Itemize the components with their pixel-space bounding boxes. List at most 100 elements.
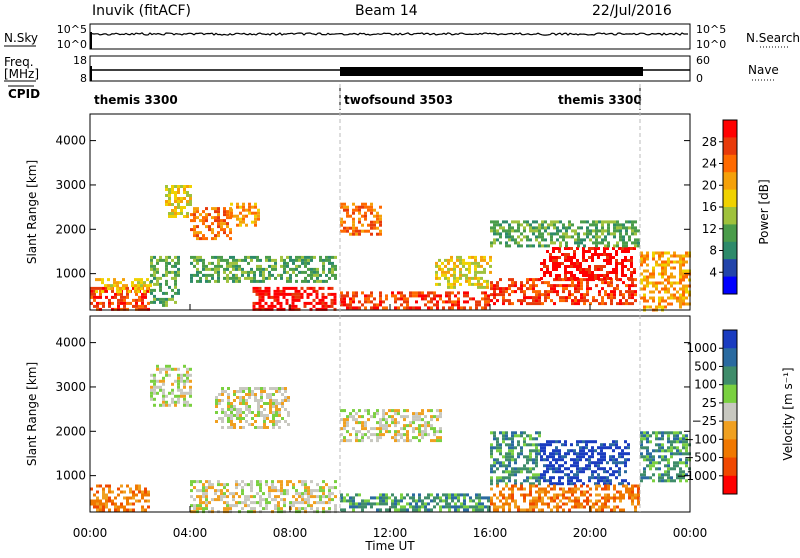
velocity-cell xyxy=(174,367,177,371)
power-cell xyxy=(553,278,556,282)
velocity-cell xyxy=(612,449,615,453)
velocity-cell xyxy=(132,490,135,494)
velocity-cell xyxy=(532,449,535,453)
power-cell xyxy=(568,296,571,300)
power-cell xyxy=(171,203,174,206)
power-cell xyxy=(108,298,111,302)
velocity-cell xyxy=(535,431,538,435)
velocity-cell xyxy=(604,493,607,497)
velocity-cell xyxy=(135,487,138,491)
velocity-cell xyxy=(144,487,147,491)
power-cell xyxy=(591,277,594,280)
power-cell xyxy=(276,295,280,299)
velocity-cell xyxy=(263,408,266,411)
velocity-cell xyxy=(535,496,538,500)
velocity-colorbar-label: −100 xyxy=(684,432,717,446)
power-cell xyxy=(370,223,373,227)
power-cell xyxy=(486,285,489,289)
power-cell xyxy=(520,290,523,294)
power-cell xyxy=(606,274,609,277)
velocity-cell xyxy=(646,440,649,444)
velocity-cell xyxy=(355,430,358,434)
velocity-cell xyxy=(379,496,382,500)
velocity-cell xyxy=(546,470,549,474)
power-cell xyxy=(526,223,529,227)
velocity-cell xyxy=(469,505,472,509)
power-cell xyxy=(643,278,646,282)
velocity-cell xyxy=(199,495,202,499)
power-cell xyxy=(252,307,256,311)
power-cell xyxy=(217,216,220,220)
power-cell xyxy=(667,290,670,294)
velocity-region xyxy=(540,440,630,486)
velocity-cell xyxy=(349,412,352,416)
velocity-cell xyxy=(159,367,162,371)
velocity-cell xyxy=(466,508,469,512)
velocity-cell xyxy=(193,480,196,484)
x-tick-label: 20:00 xyxy=(573,526,608,540)
velocity-cell xyxy=(579,455,582,459)
power-cell xyxy=(616,220,619,224)
power-cell xyxy=(415,306,418,310)
power-cell xyxy=(478,300,481,304)
power-cell xyxy=(541,235,544,239)
power-cell xyxy=(304,261,307,265)
velocity-cell xyxy=(457,505,460,509)
power-cell xyxy=(268,273,271,277)
velocity-cell xyxy=(571,493,574,497)
power-cell xyxy=(552,250,555,253)
velocity-cell xyxy=(655,434,658,438)
velocity-cell xyxy=(153,382,156,386)
velocity-cell xyxy=(199,504,202,508)
power-cell xyxy=(640,263,643,267)
velocity-cell xyxy=(355,412,358,416)
velocity-cell xyxy=(233,408,236,411)
power-cell xyxy=(289,279,292,283)
power-cell xyxy=(271,258,274,262)
power-cell xyxy=(588,268,591,271)
power-cell xyxy=(559,244,562,248)
power-cell xyxy=(520,281,523,285)
velocity-cell xyxy=(278,426,281,429)
velocity-cell xyxy=(239,396,242,399)
power-cell xyxy=(415,291,418,295)
power-cell xyxy=(229,231,232,235)
velocity-cell xyxy=(307,501,310,505)
velocity-cell xyxy=(523,508,526,512)
power-cell xyxy=(291,304,295,308)
power-cell xyxy=(646,278,649,282)
power-cell xyxy=(93,292,96,296)
velocity-colorbar-label: 1000 xyxy=(686,341,717,355)
velocity-cell xyxy=(585,440,588,444)
power-cell xyxy=(609,271,612,274)
power-cell xyxy=(565,241,568,245)
power-cell xyxy=(616,244,619,248)
velocity-cell xyxy=(138,499,141,503)
velocity-cell xyxy=(439,412,442,416)
velocity-cell xyxy=(457,496,460,500)
velocity-cell xyxy=(598,499,601,503)
velocity-cell xyxy=(550,487,553,491)
power-cell xyxy=(276,286,280,290)
power-cell xyxy=(574,299,577,303)
velocity-cell xyxy=(177,367,180,371)
velocity-cell xyxy=(412,505,415,509)
power-cell xyxy=(466,291,469,295)
power-cell xyxy=(670,266,673,270)
power-cell xyxy=(205,225,208,229)
velocity-cell xyxy=(553,499,556,503)
power-cell xyxy=(664,272,667,276)
power-cell xyxy=(435,270,438,274)
velocity-cell xyxy=(499,443,502,447)
velocity-cell xyxy=(624,461,627,465)
velocity-cell xyxy=(301,501,304,505)
power-cell xyxy=(355,232,358,236)
velocity-cell xyxy=(532,499,535,503)
power-cell xyxy=(174,276,177,280)
velocity-cell xyxy=(664,449,667,453)
power-cell xyxy=(174,206,177,209)
power-cell xyxy=(622,296,625,300)
velocity-cell xyxy=(640,443,643,447)
power-cell xyxy=(580,293,583,297)
velocity-cell xyxy=(126,499,129,503)
